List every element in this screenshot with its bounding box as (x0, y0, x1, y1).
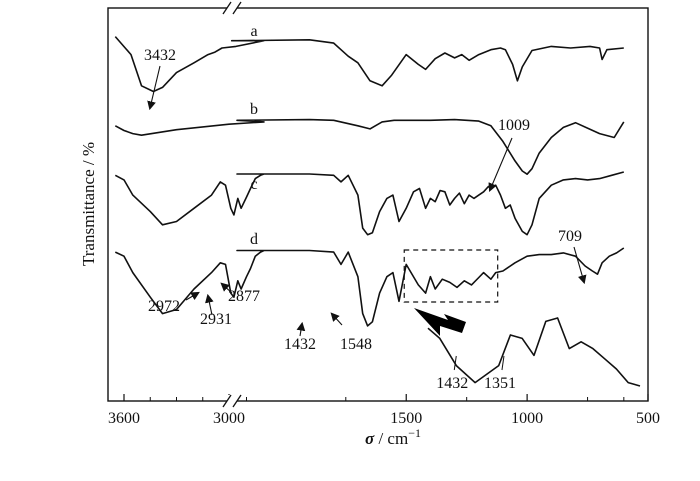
peak-label: 1432 (284, 336, 316, 353)
peak-arrow (147, 65, 161, 111)
peak-arrow (185, 291, 200, 301)
series-label-b: b (250, 101, 258, 118)
x-axis-symbol: σ (365, 429, 375, 448)
x-tick-label: 500 (636, 410, 660, 427)
series-line-b (114, 118, 625, 175)
zoom-region-box (403, 249, 499, 303)
peak-arrow (296, 321, 306, 337)
zoom-arrow (414, 308, 466, 336)
peak-arrow (573, 246, 587, 285)
peak-label: 1009 (498, 117, 530, 134)
peak-label: 709 (558, 228, 582, 245)
inset-line (427, 317, 641, 387)
x-axis-title: σ / cm−1 (365, 426, 421, 448)
axis-break-gap (227, 2, 237, 14)
peak-arrow (488, 137, 513, 193)
x-tick-label: 1000 (511, 410, 543, 427)
axis-break-slash (222, 1, 232, 15)
annotation-layer: 3432 1009 709 2972 2931 2877 1432 1548 (144, 47, 587, 353)
axis-break-gap (227, 395, 237, 407)
inset-peak-label: 1351 (484, 375, 516, 392)
plot-frame (107, 7, 649, 402)
y-axis-title: Transmittance / % (79, 142, 98, 266)
peak-label: 1548 (340, 336, 372, 353)
x-tick-label: 3000 (213, 410, 245, 427)
axes: 3600 3000 1500 1000 500 (107, 1, 660, 427)
inset-leader (453, 355, 457, 371)
inset-peak-label: 1432 (436, 375, 468, 392)
peak-label: 2931 (200, 311, 232, 328)
series-line-d (114, 247, 625, 327)
peak-arrow (205, 293, 214, 316)
series-line-a (114, 36, 624, 93)
x-axis-unit: / cm (374, 429, 408, 448)
series-label-a: a (250, 23, 257, 40)
axis-break-slash (232, 394, 242, 408)
x-tick-label: 1500 (390, 410, 422, 427)
x-axis-exponent: −1 (408, 426, 421, 440)
series-label-d: d (250, 231, 258, 248)
inset-leader (501, 355, 505, 371)
peak-label: 2877 (228, 288, 260, 305)
peak-label: 2972 (148, 298, 180, 315)
axis-break-slash (232, 1, 242, 15)
series-layer: a b c d (114, 23, 625, 336)
inset-layer: 1432 1351 (427, 317, 641, 392)
series-label-c: c (250, 176, 257, 193)
series-line-c (114, 171, 625, 236)
axis-break-slash (222, 394, 232, 408)
peak-arrow (330, 312, 343, 326)
peak-label: 3432 (144, 47, 176, 64)
x-tick-label: 3600 (108, 410, 140, 427)
peak-arrow (220, 282, 233, 294)
